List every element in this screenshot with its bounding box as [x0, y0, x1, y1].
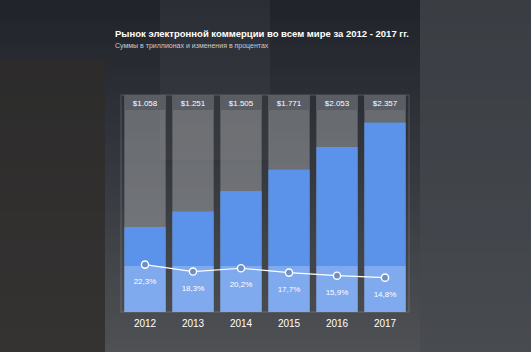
bar	[220, 191, 261, 312]
overlay	[0, 0, 531, 352]
data-label: $1.771	[277, 99, 302, 108]
label-box	[316, 95, 357, 110]
bar-band	[220, 266, 261, 312]
category-label: 2015	[278, 318, 301, 329]
column-background	[172, 95, 213, 312]
data-label: 20,2%	[230, 280, 253, 289]
plot-frame	[121, 95, 409, 312]
data-label: 17,7%	[278, 285, 301, 294]
bar-band	[316, 266, 357, 312]
category-label: 2014	[230, 318, 253, 329]
label-box	[172, 95, 213, 110]
label-box	[220, 95, 261, 110]
data-label: 22,3%	[134, 277, 157, 286]
bar-band	[172, 266, 213, 312]
category-label: 2012	[134, 318, 157, 329]
bar	[172, 211, 213, 312]
data-label: $2.053	[325, 99, 350, 108]
bar-band	[364, 266, 405, 312]
data-label: 18,3%	[182, 284, 205, 293]
title: Рынок электронной коммерции во всем мире…	[115, 28, 409, 39]
label-box	[124, 95, 165, 110]
marker	[381, 274, 388, 281]
chart: Рынок электронной коммерции во всем мире…	[0, 0, 531, 352]
bar-band	[268, 266, 309, 312]
data-label: 14,8%	[374, 290, 397, 299]
column-background	[220, 95, 261, 312]
column-background	[364, 95, 405, 312]
plot-area	[124, 123, 405, 312]
bar	[124, 227, 165, 312]
bar-band	[124, 266, 165, 312]
bar	[316, 147, 357, 312]
label-box	[364, 95, 405, 110]
data-label: $1.251	[181, 99, 206, 108]
column-background	[268, 95, 309, 312]
labels: $1.058 $1.251 $1.505 $1.771 $2.053 $2.357 22,3…	[124, 95, 405, 299]
data-label: 15,9%	[326, 288, 349, 297]
background	[0, 0, 531, 352]
category-label: 2017	[374, 318, 397, 329]
marker	[141, 261, 148, 268]
category-label: 2016	[326, 318, 349, 329]
data-label: $2.357	[373, 99, 398, 108]
marker	[237, 265, 244, 272]
marker	[333, 272, 340, 279]
subtitle: Суммы в триллионах и изменения в процент…	[115, 42, 269, 50]
column-background	[316, 95, 357, 312]
category-label: 2013	[182, 318, 205, 329]
line	[145, 265, 385, 278]
label-box	[268, 95, 309, 110]
column-background	[124, 95, 165, 312]
bar	[364, 123, 405, 312]
marker	[189, 268, 196, 275]
data-label: $1.505	[229, 99, 254, 108]
marker	[285, 269, 292, 276]
bar	[268, 170, 309, 312]
data-label: $1.058	[133, 99, 158, 108]
